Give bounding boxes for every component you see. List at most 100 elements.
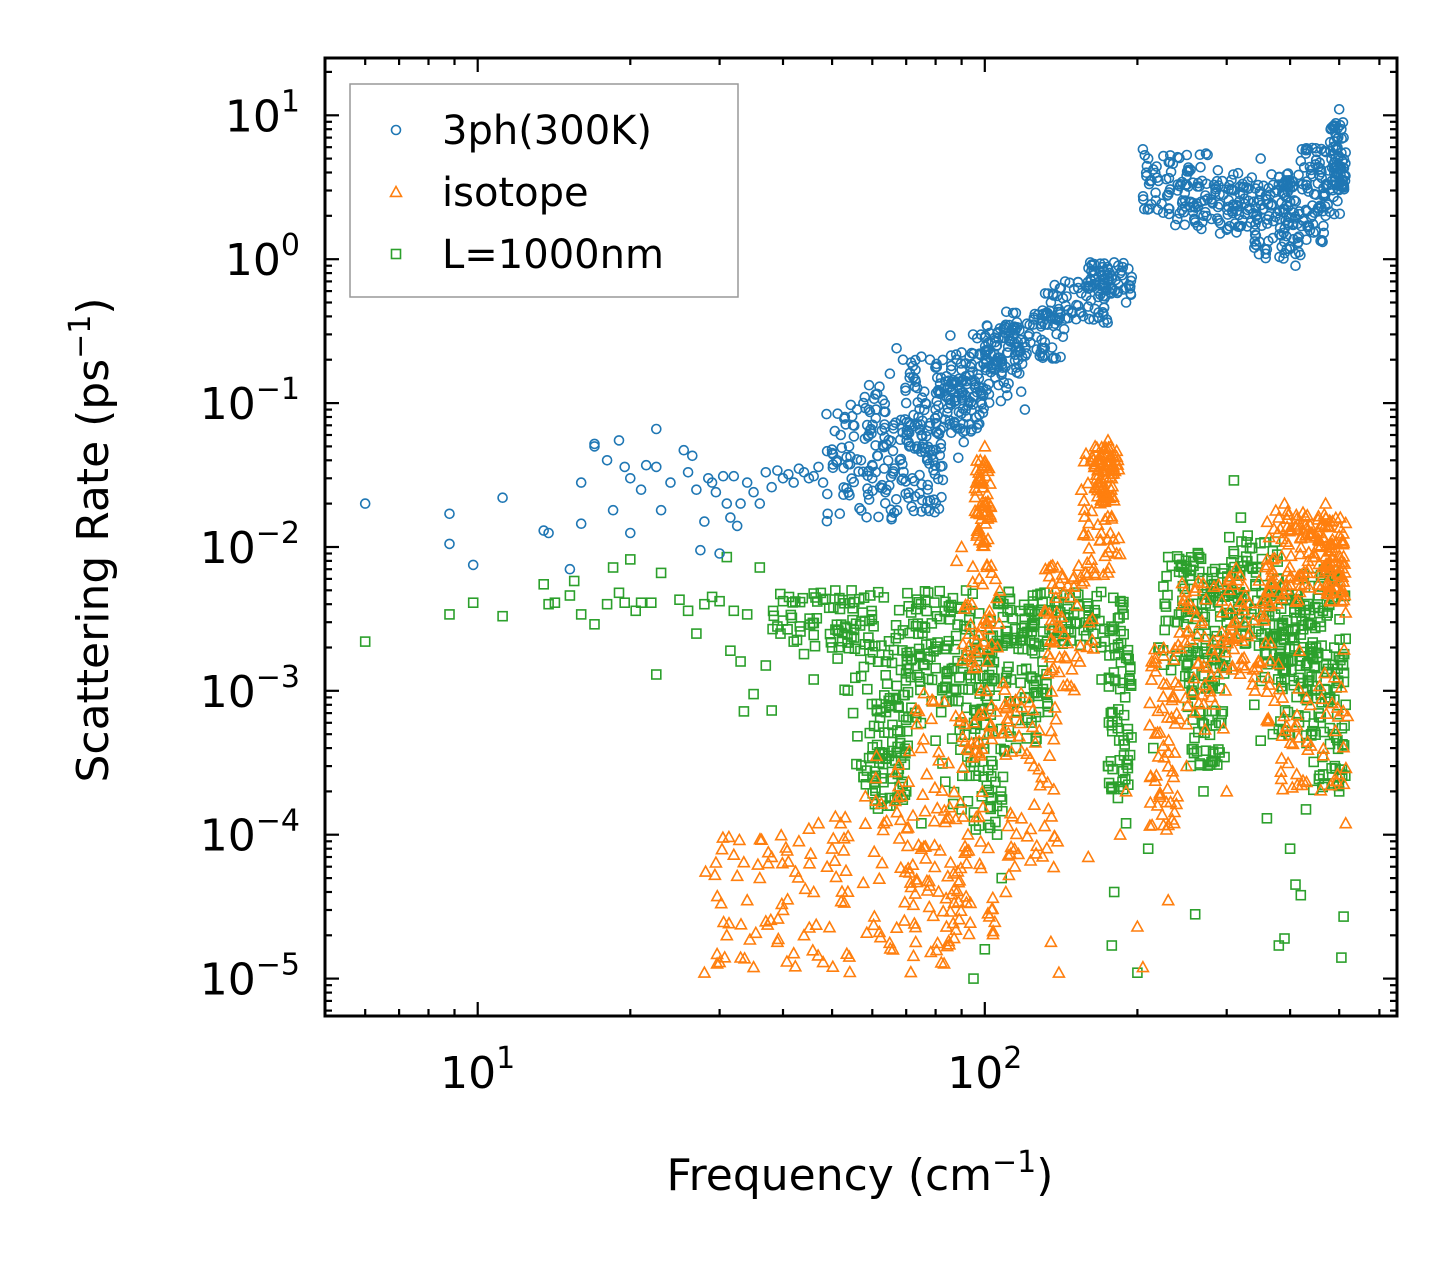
triangle-point xyxy=(1054,620,1068,633)
square-point xyxy=(1162,589,1173,601)
circle-point xyxy=(888,507,900,519)
circle-point xyxy=(944,381,956,393)
triangle-point xyxy=(1294,530,1308,544)
circle-point xyxy=(891,504,903,516)
circle-point xyxy=(1333,167,1344,178)
triangle-point xyxy=(973,834,988,847)
triangle-point xyxy=(1313,533,1327,547)
circle-point xyxy=(788,477,800,488)
circle-point xyxy=(1279,247,1290,259)
triangle-point xyxy=(833,816,848,829)
triangle-point xyxy=(894,788,909,802)
triangle-point xyxy=(931,745,946,758)
triangle-point xyxy=(1316,741,1331,755)
square-point xyxy=(1028,679,1040,691)
circle-point xyxy=(885,471,897,483)
square-point xyxy=(1027,645,1038,656)
triangle-point xyxy=(911,703,926,717)
square-point xyxy=(900,714,912,726)
square-point xyxy=(772,621,783,632)
triangle-point xyxy=(1151,703,1165,717)
circle-point xyxy=(1227,207,1238,219)
circle-point xyxy=(1273,179,1285,190)
triangle-point xyxy=(1156,676,1171,689)
circle-point xyxy=(967,329,979,340)
triangle-point xyxy=(1292,643,1307,657)
circle-point xyxy=(1243,183,1254,194)
square-point xyxy=(650,669,662,680)
triangle-point xyxy=(1336,704,1351,717)
circle-point xyxy=(1202,149,1213,161)
circle-point xyxy=(1019,404,1031,415)
triangle-point xyxy=(955,729,970,743)
triangle-point xyxy=(1264,567,1279,581)
triangle-point xyxy=(1290,707,1304,721)
triangle-point xyxy=(972,809,986,822)
triangle-point xyxy=(947,931,961,944)
circle-point xyxy=(934,378,946,389)
square-point xyxy=(953,672,965,683)
triangle-point xyxy=(1046,732,1061,745)
triangle-point xyxy=(1000,711,1015,724)
square-point xyxy=(645,597,657,609)
triangle-point xyxy=(1290,777,1305,791)
square-point xyxy=(839,597,850,609)
square-point xyxy=(960,585,972,596)
triangle-point xyxy=(1300,508,1315,521)
circle-point xyxy=(1295,220,1307,232)
circle-point xyxy=(1305,168,1317,180)
triangle-point xyxy=(984,565,999,579)
triangle-point xyxy=(710,889,725,902)
triangle-point xyxy=(872,871,887,885)
triangle-point xyxy=(919,767,934,780)
triangle-point xyxy=(1260,552,1275,565)
triangle-point xyxy=(1301,545,1316,558)
circle-point xyxy=(1255,188,1266,200)
triangle-point xyxy=(969,633,984,647)
square-point xyxy=(1206,566,1218,578)
square-point xyxy=(880,669,892,681)
y-axis-title: Scattering Rate (ps−1) xyxy=(63,297,119,782)
triangle-point xyxy=(947,895,961,909)
triangle-point xyxy=(1040,666,1055,679)
triangle-point xyxy=(837,895,852,908)
triangle-point xyxy=(1014,743,1029,757)
circle-point xyxy=(909,420,921,432)
triangle-point xyxy=(902,743,917,757)
circle-point xyxy=(1260,248,1272,260)
triangle-point xyxy=(1282,524,1297,537)
triangle-point xyxy=(1335,581,1350,595)
triangle-point xyxy=(828,809,843,822)
triangle-point xyxy=(1171,637,1186,651)
circle-point xyxy=(887,445,899,457)
triangle-point xyxy=(1035,770,1049,783)
circle-point xyxy=(1163,203,1174,214)
square-point xyxy=(904,627,915,639)
square-point xyxy=(912,669,923,681)
circle-point xyxy=(1163,208,1175,220)
circle-point xyxy=(1086,265,1097,277)
circle-point xyxy=(444,508,455,520)
triangle-point xyxy=(1334,594,1349,607)
triangle-point xyxy=(949,922,963,936)
y-tick-label: 10−3 xyxy=(200,660,300,718)
circle-point xyxy=(939,414,951,426)
square-point xyxy=(1104,625,1115,637)
triangle-point xyxy=(916,732,931,745)
triangle-point xyxy=(1274,549,1289,562)
triangle-point xyxy=(1104,511,1119,524)
triangle-point xyxy=(930,801,945,814)
triangle-point xyxy=(1144,654,1159,667)
triangle-point xyxy=(1025,703,1040,716)
x-tick-label: 102 xyxy=(947,1041,1022,1099)
triangle-point xyxy=(942,810,956,823)
triangle-point xyxy=(931,884,946,897)
circle-point xyxy=(1153,175,1164,187)
square-point xyxy=(1305,728,1317,740)
circle-point xyxy=(855,505,867,516)
triangle-point xyxy=(984,698,999,711)
square-point xyxy=(1120,773,1131,785)
square-point xyxy=(786,612,798,624)
circle-point xyxy=(1141,170,1152,182)
triangle-point xyxy=(1272,682,1287,695)
